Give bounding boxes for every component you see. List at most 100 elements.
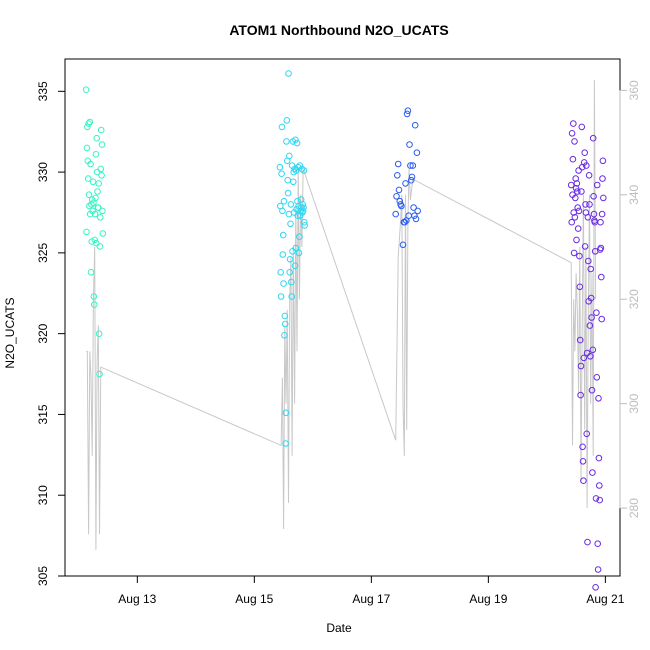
- data-point: [568, 218, 576, 226]
- data-point: [281, 312, 289, 320]
- data-point: [598, 315, 606, 323]
- data-point: [570, 249, 578, 257]
- data-point: [571, 138, 578, 145]
- x-axis: Aug 13 Aug 15 Aug 17 Aug 19 Aug 21: [118, 575, 625, 606]
- data-point: [291, 165, 298, 173]
- data-point: [399, 241, 407, 249]
- data-point: [583, 430, 591, 438]
- data-point: [587, 265, 595, 273]
- data-point: [294, 197, 301, 205]
- data-point: [592, 584, 599, 591]
- data-point: [91, 210, 99, 218]
- data-point: [595, 454, 603, 462]
- data-point: [279, 207, 286, 215]
- data-point: [300, 204, 307, 211]
- data-point: [570, 120, 577, 127]
- data-point: [394, 160, 402, 168]
- x-tick-label: Aug 17: [352, 592, 390, 606]
- data-point: [584, 538, 591, 546]
- data-point: [286, 256, 294, 263]
- right-y-tick-label: 360: [627, 80, 641, 100]
- data-point: [575, 167, 582, 174]
- data-point: [95, 330, 103, 338]
- data-point: [580, 477, 587, 485]
- data-point: [283, 138, 290, 145]
- data-point: [593, 309, 600, 317]
- data-point: [585, 172, 593, 179]
- data-point: [298, 165, 306, 173]
- data-point: [568, 130, 576, 137]
- data-point: [581, 243, 589, 250]
- data-point: [296, 233, 303, 240]
- data-point: [407, 176, 415, 184]
- data-point: [589, 346, 597, 354]
- data-point: [288, 293, 296, 300]
- data-point: [599, 157, 607, 165]
- data-point: [286, 269, 294, 276]
- data-point: [595, 395, 602, 402]
- data-point: [579, 443, 586, 451]
- data-point: [579, 458, 587, 465]
- data-point: [413, 149, 421, 156]
- data-point: [576, 252, 583, 260]
- x-tick-label: Aug 19: [469, 592, 507, 606]
- data-point: [86, 202, 93, 210]
- data-point: [276, 163, 284, 171]
- data-point: [287, 220, 294, 228]
- data-point: [577, 391, 584, 399]
- data-point: [578, 123, 586, 131]
- data-point: [404, 107, 412, 114]
- data-point: [284, 176, 292, 184]
- data-point: [91, 301, 98, 308]
- data-point: [412, 215, 420, 223]
- data-point: [587, 353, 594, 360]
- y-axis-label: N2O_UCATS: [3, 297, 17, 368]
- data-point: [590, 193, 597, 200]
- data-point: [574, 204, 582, 211]
- plot-frame: [64, 58, 621, 577]
- data-point: [301, 218, 308, 226]
- data-point: [395, 186, 403, 194]
- data-point: [577, 362, 585, 370]
- data-point: [296, 162, 304, 169]
- data-point: [596, 482, 603, 489]
- data-point: [584, 214, 592, 221]
- data-point: [393, 193, 400, 200]
- data-point: [407, 162, 414, 169]
- y-tick-label: 315: [36, 404, 50, 424]
- data-point: [91, 236, 98, 244]
- x-tick-label: Aug 21: [586, 592, 624, 606]
- data-point: [581, 149, 589, 156]
- data-point: [392, 210, 400, 218]
- data-point: [86, 118, 94, 126]
- data-point: [281, 332, 288, 339]
- data-point: [291, 262, 299, 270]
- data-point: [401, 218, 409, 226]
- y-tick-label: 335: [36, 81, 50, 101]
- right-y-tick-label: 320: [627, 289, 641, 309]
- data-point: [283, 117, 291, 124]
- data-point: [592, 495, 600, 502]
- data-point: [410, 204, 417, 211]
- data-point: [88, 196, 96, 203]
- data-point: [299, 207, 307, 215]
- data-point: [287, 201, 295, 208]
- data-point: [587, 294, 595, 302]
- data-point: [84, 175, 92, 182]
- data-point: [402, 180, 409, 187]
- x-tick-label: Aug 13: [118, 592, 156, 606]
- data-point: [572, 185, 580, 192]
- data-point: [294, 212, 302, 219]
- data-point: [406, 141, 413, 148]
- data-point: [285, 70, 292, 77]
- data-point: [569, 155, 577, 163]
- data-point: [411, 212, 418, 219]
- data-point: [85, 120, 92, 127]
- data-point: [92, 151, 100, 158]
- data-point: [88, 201, 95, 208]
- data-point: [394, 172, 401, 179]
- data-point: [414, 207, 422, 215]
- data-point: [279, 251, 287, 258]
- data-point: [292, 244, 300, 252]
